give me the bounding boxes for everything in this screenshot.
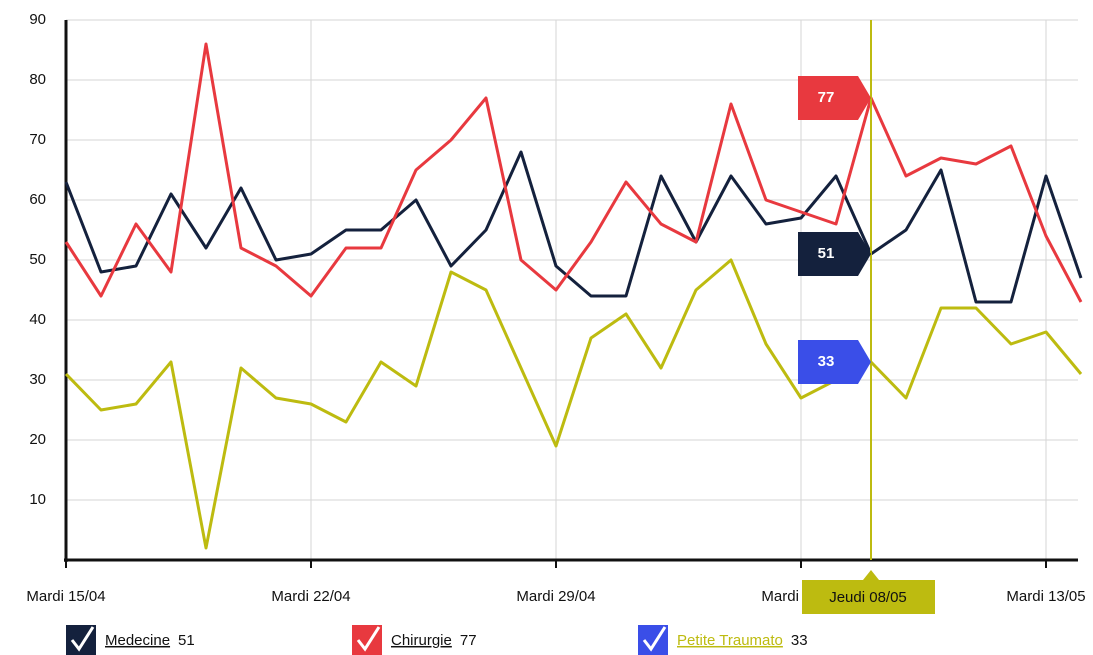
x-tick-label: Mardi 15/04 xyxy=(26,588,105,605)
legend-check xyxy=(70,626,95,652)
legend-check xyxy=(356,626,381,652)
series-line xyxy=(64,150,1083,304)
y-tick-label: 90 xyxy=(29,11,46,28)
y-tick-label: 30 xyxy=(29,371,46,388)
tooltip-value: 33 xyxy=(818,353,835,370)
y-tick-label: 80 xyxy=(29,71,46,88)
legend-check xyxy=(642,626,667,652)
legend-label[interactable]: Medecine xyxy=(105,632,170,649)
series-line xyxy=(64,258,1083,550)
series-line xyxy=(64,42,1083,303)
x-tick-label: Mardi 22/04 xyxy=(271,588,350,605)
cursor-label-box xyxy=(802,570,935,614)
legend-value: 51 xyxy=(178,632,195,649)
tooltip-marker xyxy=(798,76,871,120)
cursor-label: Jeudi 08/05 xyxy=(829,589,907,606)
y-tick-label: 60 xyxy=(29,191,46,208)
y-tick-label: 40 xyxy=(29,311,46,328)
tooltip-marker xyxy=(798,232,871,276)
y-tick-label: 70 xyxy=(29,131,46,148)
tooltip-marker xyxy=(798,340,871,384)
tooltip-value: 51 xyxy=(818,245,835,262)
x-tick-label: Mardi 13/05 xyxy=(1006,588,1085,605)
y-tick-label: 50 xyxy=(29,251,46,268)
tooltip-value: 77 xyxy=(818,89,835,106)
legend-label[interactable]: Chirurgie xyxy=(391,632,452,649)
legend-label[interactable]: Petite Traumato xyxy=(677,632,783,649)
x-tick-label: Mardi 29/04 xyxy=(516,588,595,605)
legend-value: 77 xyxy=(460,632,477,649)
y-tick-label: 10 xyxy=(29,491,46,508)
y-tick-label: 20 xyxy=(29,431,46,448)
legend-value: 33 xyxy=(791,632,808,649)
